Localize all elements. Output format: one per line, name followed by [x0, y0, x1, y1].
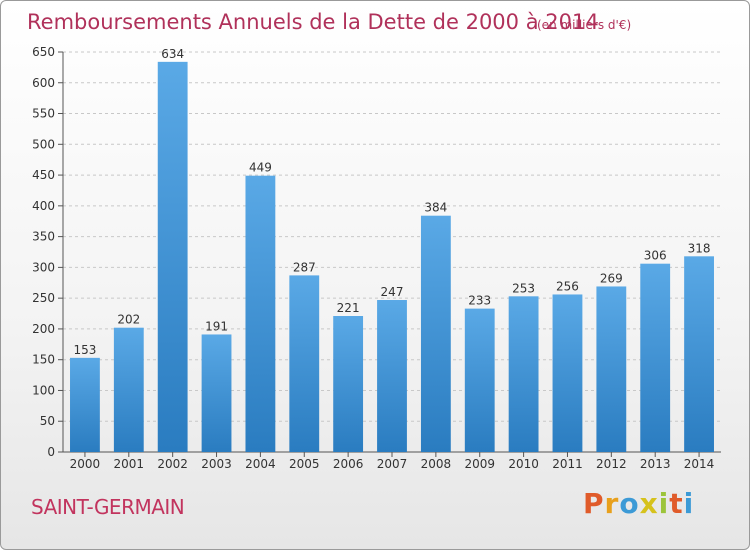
- logo-letter: o: [619, 487, 640, 520]
- x-tick-label-2007: 2007: [377, 457, 408, 471]
- y-tick-label: 100: [32, 383, 55, 397]
- value-label-2008: 384: [424, 201, 447, 215]
- x-tick-label-2009: 2009: [464, 457, 495, 471]
- y-tick-label: 550: [32, 107, 55, 121]
- value-label-2000: 153: [73, 343, 96, 357]
- y-tick-label: 300: [32, 260, 55, 274]
- bar-2008: [420, 215, 451, 452]
- x-tick-label-2003: 2003: [201, 457, 232, 471]
- logo-letter: x: [639, 487, 659, 520]
- value-label-2001: 202: [117, 313, 140, 327]
- bar-2001: [113, 327, 144, 452]
- x-tick-label-2005: 2005: [289, 457, 320, 471]
- value-label-2011: 256: [556, 279, 579, 293]
- x-tick-label-2012: 2012: [596, 457, 627, 471]
- bar-2002: [157, 61, 188, 452]
- tick-labels: 0 50 100 150 200 250 300 350 400 450 500 550 600 650 2…: [32, 45, 714, 471]
- commune-name: SAINT-GERMAIN: [31, 495, 185, 519]
- y-tick-label: 450: [32, 168, 55, 182]
- value-label-2005: 287: [293, 260, 316, 274]
- bar-2005: [289, 275, 320, 452]
- y-tick-label: 0: [47, 445, 55, 459]
- bar-2014: [684, 256, 714, 452]
- bar-chart: Remboursements Annuels de la Dette de 20…: [27, 10, 721, 471]
- value-label-2003: 191: [205, 319, 228, 333]
- bars: [70, 61, 714, 452]
- y-tick-label: 650: [32, 45, 55, 59]
- bar-2011: [552, 294, 583, 452]
- x-tick-label-2004: 2004: [245, 457, 276, 471]
- bar-2007: [377, 300, 407, 452]
- x-tick-label-2001: 2001: [114, 457, 145, 471]
- x-tick-label-2014: 2014: [684, 457, 715, 471]
- value-label-2009: 233: [468, 294, 491, 308]
- value-label-2007: 247: [381, 285, 404, 299]
- bar-2004: [245, 175, 276, 452]
- logo-letter: r: [604, 487, 620, 520]
- y-tick-label: 200: [32, 322, 55, 336]
- y-tick-label: 150: [32, 353, 55, 367]
- x-tick-label-2000: 2000: [70, 457, 101, 471]
- logo-letter: t: [669, 487, 684, 520]
- y-tick-label: 500: [32, 137, 55, 151]
- chart-title: Remboursements Annuels de la Dette de 20…: [27, 10, 599, 34]
- x-tick-label-2010: 2010: [508, 457, 539, 471]
- y-tick-label: 250: [32, 291, 55, 305]
- value-label-2012: 269: [600, 271, 623, 285]
- x-tick-label-2013: 2013: [640, 457, 671, 471]
- y-tick-label: 400: [32, 199, 55, 213]
- x-tick-label-2002: 2002: [157, 457, 188, 471]
- value-label-2010: 253: [512, 281, 535, 295]
- bar-2000: [70, 357, 100, 452]
- bar-2012: [596, 286, 627, 452]
- value-label-2013: 306: [644, 249, 667, 263]
- y-tick-label: 50: [40, 414, 55, 428]
- value-label-2014: 318: [688, 241, 711, 255]
- value-label-2006: 221: [337, 301, 360, 315]
- y-tick-label: 350: [32, 230, 55, 244]
- value-labels: 153 202 634 191 449 287 221 247 384 233 253 256 269 3…: [73, 47, 710, 357]
- bar-2009: [464, 308, 495, 452]
- value-label-2002: 634: [161, 47, 184, 61]
- x-tick-label-2011: 2011: [552, 457, 583, 471]
- logo-letter: i: [683, 487, 695, 520]
- x-tick-label-2006: 2006: [333, 457, 364, 471]
- bar-2010: [508, 296, 539, 452]
- proxiti-logo: Proxiti: [583, 487, 694, 520]
- logo-letter: i: [658, 487, 670, 520]
- bar-2003: [201, 334, 232, 452]
- y-tick-label: 600: [32, 76, 55, 90]
- bar-2006: [333, 316, 364, 452]
- bar-2013: [640, 263, 671, 452]
- x-tick-label-2008: 2008: [421, 457, 452, 471]
- chart-unit-note: (en milliers d'€): [537, 18, 631, 32]
- value-label-2004: 449: [249, 161, 272, 175]
- logo-letter: P: [583, 487, 605, 520]
